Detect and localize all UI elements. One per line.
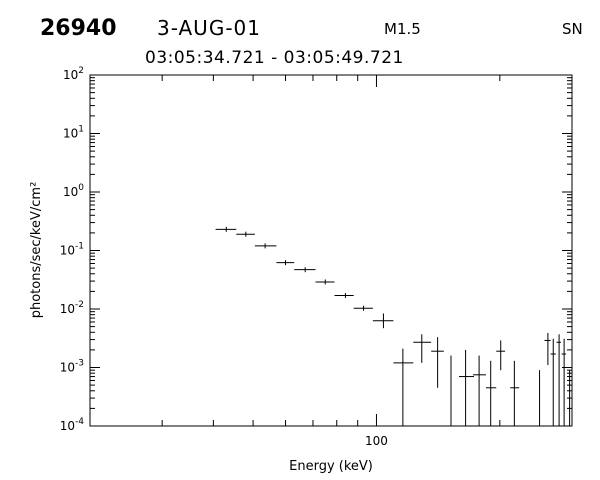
y-tick-label: 102	[63, 66, 84, 82]
x-axis	[89, 75, 573, 426]
data-point	[215, 226, 237, 232]
data-point	[485, 360, 497, 426]
data-point	[550, 338, 556, 426]
y-tick-label: 10-3	[60, 359, 84, 375]
x-axis-label: Energy (keV)	[289, 459, 373, 474]
data-point	[458, 349, 475, 426]
y-tick-label: 10-4	[60, 417, 85, 433]
flare-class: M1.5	[384, 20, 421, 38]
x-tick-label: 100	[365, 434, 388, 448]
time-range: 03:05:34.721 - 03:05:49.721	[145, 48, 404, 68]
event-id: 26940	[40, 16, 117, 41]
data-point	[236, 231, 255, 237]
data-point	[472, 355, 486, 426]
data-point	[315, 279, 335, 285]
data-point	[561, 338, 566, 426]
y-axis-label: photons/sec/keV/cm²	[29, 182, 44, 319]
data-point	[334, 293, 354, 299]
data-points	[215, 226, 571, 426]
data-point	[294, 267, 316, 273]
y-tick-label: 101	[63, 125, 84, 141]
detector-label: SN	[562, 20, 583, 38]
plot-frame	[89, 74, 573, 427]
y-axis	[90, 74, 572, 427]
data-point	[372, 313, 394, 329]
data-point	[496, 340, 506, 371]
data-point	[544, 332, 551, 366]
data-point	[413, 334, 432, 363]
data-point	[353, 305, 373, 311]
y-tick-labels: 10-4 10-3 10-2 10-1 100 101 102	[60, 66, 85, 433]
y-tick-label: 10-1	[60, 242, 84, 258]
data-point	[254, 243, 277, 249]
y-tick-label: 100	[63, 183, 84, 199]
data-point	[556, 334, 561, 426]
data-point	[276, 260, 295, 266]
data-point	[393, 348, 414, 426]
data-point	[431, 337, 444, 388]
y-tick-label: 10-2	[60, 300, 84, 316]
event-date: 3-AUG-01	[157, 16, 261, 40]
data-point	[510, 360, 520, 426]
